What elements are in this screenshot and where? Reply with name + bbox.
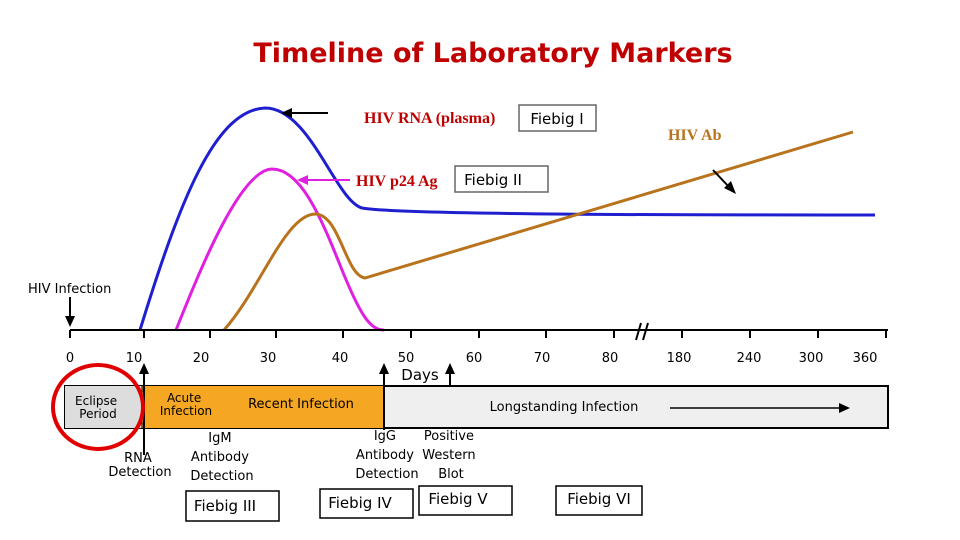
axis-tick-labels: 0 10 20 30 40 50 60 70 80 180 240 300 36… [66, 351, 878, 366]
tick-label: 60 [466, 351, 483, 366]
tick-label: 0 [66, 351, 74, 366]
hiv-rna-label: HIV RNA (plasma) [364, 110, 495, 127]
fiebig-v-box [418, 485, 513, 516]
axis-tick-marks [69, 330, 887, 338]
p24-arrow-head [297, 175, 308, 185]
igg-detection-marker-head [379, 363, 389, 374]
hiv-p24-label: HIV p24 Ag [356, 173, 438, 190]
longstanding-arrow-head [839, 403, 850, 413]
hiv-infection-label: HIV Infection [28, 282, 111, 297]
tick-label: 30 [260, 351, 277, 366]
western-blot-marker-head [445, 363, 455, 374]
acute-infection-label: Acute Infection [160, 391, 212, 418]
tick-label: 50 [398, 351, 415, 366]
fiebig-iv-box [319, 488, 414, 519]
fiebig-vi-box [555, 485, 643, 516]
rna-detection-label: RNA Detection [108, 451, 171, 480]
recent-infection-label: Recent Infection [248, 397, 354, 412]
rna-detection-marker-head [139, 363, 149, 374]
hiv-p24-curve [174, 167, 385, 332]
tick-label: 240 [737, 351, 762, 366]
days-label: Days [401, 366, 439, 384]
fiebig-i-label: Fiebig I [530, 110, 583, 128]
fiebig-vi-label: Fiebig VI [567, 490, 631, 508]
eclipse-highlight-circle [51, 363, 145, 451]
page-title: Timeline of Laboratory Markers [253, 38, 732, 69]
fiebig-ii-box [454, 165, 549, 193]
tick-label: 70 [534, 351, 551, 366]
tick-label: 20 [193, 351, 210, 366]
acute-infection-cell [142, 386, 222, 428]
fiebig-iv-label: Fiebig IV [328, 494, 392, 512]
rna-arrow-head [281, 108, 292, 118]
tick-label: 40 [332, 351, 349, 366]
tick-label: 180 [667, 351, 692, 366]
tick-label: 300 [799, 351, 824, 366]
hiv-rna-curve [138, 106, 876, 331]
infection-arrow-head [65, 316, 75, 327]
igm-detection-label: IgM Antibody Detection [190, 431, 253, 484]
tick-label: 360 [853, 351, 878, 366]
tick-label: 10 [126, 351, 143, 366]
hiv-ab-curve [222, 130, 854, 332]
axis-break-icon [635, 322, 649, 341]
fiebig-iii-label: Fiebig III [194, 497, 256, 515]
western-blot-label: Positive Western Blot [422, 429, 479, 482]
fiebig-v-label: Fiebig V [428, 490, 488, 508]
igg-detection-label: IgG Antibody Detection [355, 429, 418, 482]
fiebig-ii-label: Fiebig II [464, 171, 522, 189]
recent-infection-cell [222, 386, 384, 428]
ab-arrow-head [724, 181, 736, 194]
tick-label: 80 [602, 351, 619, 366]
fiebig-i-box [518, 104, 597, 132]
fiebig-iii-box [185, 490, 280, 522]
longstanding-infection-label: Longstanding Infection [490, 400, 639, 415]
hiv-ab-label: HIV Ab [668, 127, 722, 144]
eclipse-period-cell [65, 386, 142, 428]
eclipse-period-label: Eclipse Period [75, 394, 121, 421]
